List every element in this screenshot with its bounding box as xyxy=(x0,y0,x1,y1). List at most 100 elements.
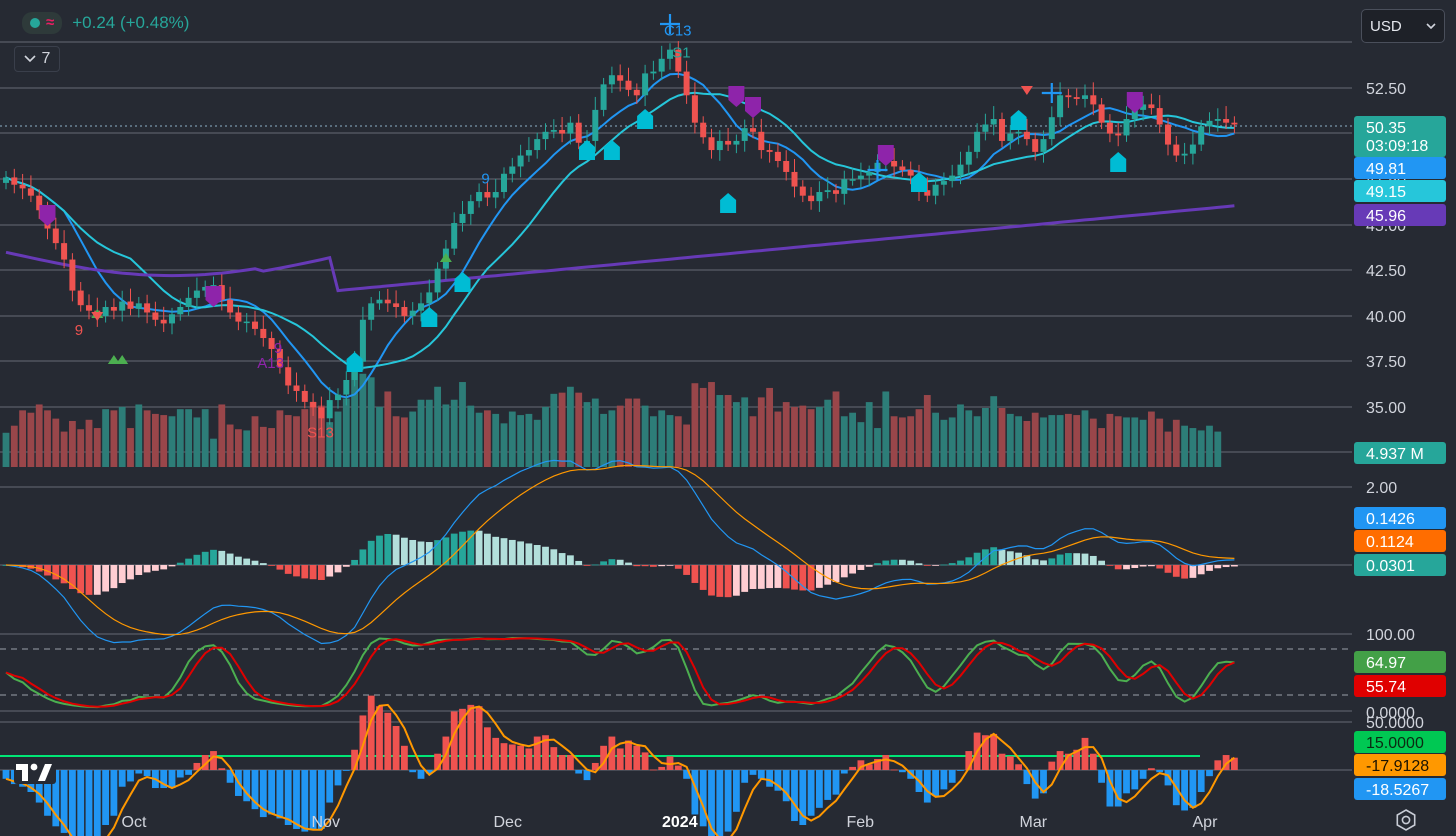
macd-histogram-bar xyxy=(641,565,649,567)
macd-histogram-bar xyxy=(525,543,533,565)
candle xyxy=(1115,122,1122,147)
volume-bar xyxy=(1048,415,1056,467)
osc-bar xyxy=(791,770,798,822)
up-triangle-marker xyxy=(439,253,452,262)
volume-bar xyxy=(915,409,923,467)
volume-bar xyxy=(890,416,898,467)
sell-flag-marker xyxy=(728,86,745,107)
osc-bar xyxy=(525,748,533,770)
osc-bar xyxy=(757,770,765,779)
price-tick-label: 42.50 xyxy=(1366,263,1406,280)
macd-histogram-bar xyxy=(85,565,93,595)
gear-icon[interactable] xyxy=(1394,808,1418,832)
volume-bar xyxy=(791,406,798,467)
candle xyxy=(393,290,400,318)
candle xyxy=(326,387,333,425)
osc-bar xyxy=(44,770,51,816)
macd-histogram-bar xyxy=(342,565,350,567)
td-count-label: C13 xyxy=(664,23,692,40)
candle-body xyxy=(1231,122,1238,125)
osc-bar xyxy=(326,770,334,803)
volume-bar xyxy=(1031,412,1039,467)
candle xyxy=(965,145,972,176)
volume-bar xyxy=(525,413,533,467)
macd-histogram-bar xyxy=(152,565,159,571)
macd-histogram-bar xyxy=(417,541,425,565)
volume-bar xyxy=(226,424,234,467)
osc-bar xyxy=(168,770,176,789)
candle-body xyxy=(824,190,831,193)
volume-bar xyxy=(807,409,815,467)
macd-histogram-bar xyxy=(1206,565,1213,571)
macd-histogram-bar xyxy=(600,561,607,565)
candle-body xyxy=(509,166,516,174)
volume-bar xyxy=(550,393,558,467)
osc-bar xyxy=(558,755,566,770)
macd-histogram-bar xyxy=(251,560,259,565)
candle-body xyxy=(791,171,798,187)
macd-histogram-bar xyxy=(1106,565,1114,566)
macd-histogram-bar xyxy=(1114,565,1122,570)
volume-bar xyxy=(176,409,184,467)
sell-flag-marker xyxy=(39,205,56,226)
candle xyxy=(343,371,350,406)
osc-bar xyxy=(1048,761,1056,770)
volume-bar xyxy=(401,417,408,467)
osc-bar xyxy=(185,770,192,775)
candle xyxy=(301,384,308,409)
volume-bar xyxy=(318,405,325,467)
indicator-toggle[interactable]: ≈ xyxy=(22,12,63,34)
candle xyxy=(899,160,906,177)
candle-body xyxy=(393,303,400,307)
candle-body xyxy=(891,161,898,167)
down-triangle-marker xyxy=(91,312,104,321)
candle-body xyxy=(1048,117,1055,140)
osc-bar xyxy=(118,770,126,787)
candle xyxy=(974,123,981,159)
candle xyxy=(791,158,798,198)
volume-bar xyxy=(85,419,93,467)
osc-bar xyxy=(268,770,275,815)
osc-bar xyxy=(957,770,964,771)
candle-body xyxy=(293,385,300,391)
time-axis-label: Nov xyxy=(312,814,340,831)
candle-body xyxy=(741,128,748,141)
candle-body xyxy=(218,285,225,300)
candle xyxy=(501,167,507,199)
price-tick-label: 35.00 xyxy=(1366,400,1406,417)
osc-bar xyxy=(450,711,458,770)
candle-body xyxy=(1115,133,1122,136)
macd-value-label: 0.0301 xyxy=(1366,558,1415,575)
macd-histogram-bar xyxy=(849,565,856,574)
osc-bar xyxy=(633,745,641,770)
osc-bar xyxy=(1139,770,1147,779)
volume-bar xyxy=(940,419,948,467)
osc-bar xyxy=(176,770,184,778)
osc-bar xyxy=(69,770,76,836)
candle-body xyxy=(1148,104,1155,109)
volume-bar xyxy=(309,402,317,467)
volume-bar xyxy=(749,416,757,467)
candle-body xyxy=(750,128,756,132)
volume-bar xyxy=(633,398,641,467)
osc-value-label: 15.0000 xyxy=(1366,735,1424,752)
candle-body xyxy=(517,155,524,167)
osc-bar xyxy=(301,770,309,832)
candle xyxy=(1048,106,1055,146)
macd-histogram-bar xyxy=(93,565,101,595)
candle-body xyxy=(608,75,615,85)
osc-bar xyxy=(1197,770,1205,792)
currency-select[interactable]: USD xyxy=(1361,9,1445,43)
candle-body xyxy=(152,312,159,320)
osc-bar xyxy=(708,770,715,836)
candle xyxy=(534,132,541,159)
indicators-collapse-button[interactable]: 7 xyxy=(14,46,60,72)
osc-bar xyxy=(1089,753,1097,770)
candle xyxy=(683,60,690,104)
macd-histogram-bar xyxy=(442,537,450,565)
macd-histogram-bar xyxy=(160,565,168,570)
candle-body xyxy=(575,122,582,143)
candle-body xyxy=(550,129,557,132)
candle-body xyxy=(808,195,815,202)
